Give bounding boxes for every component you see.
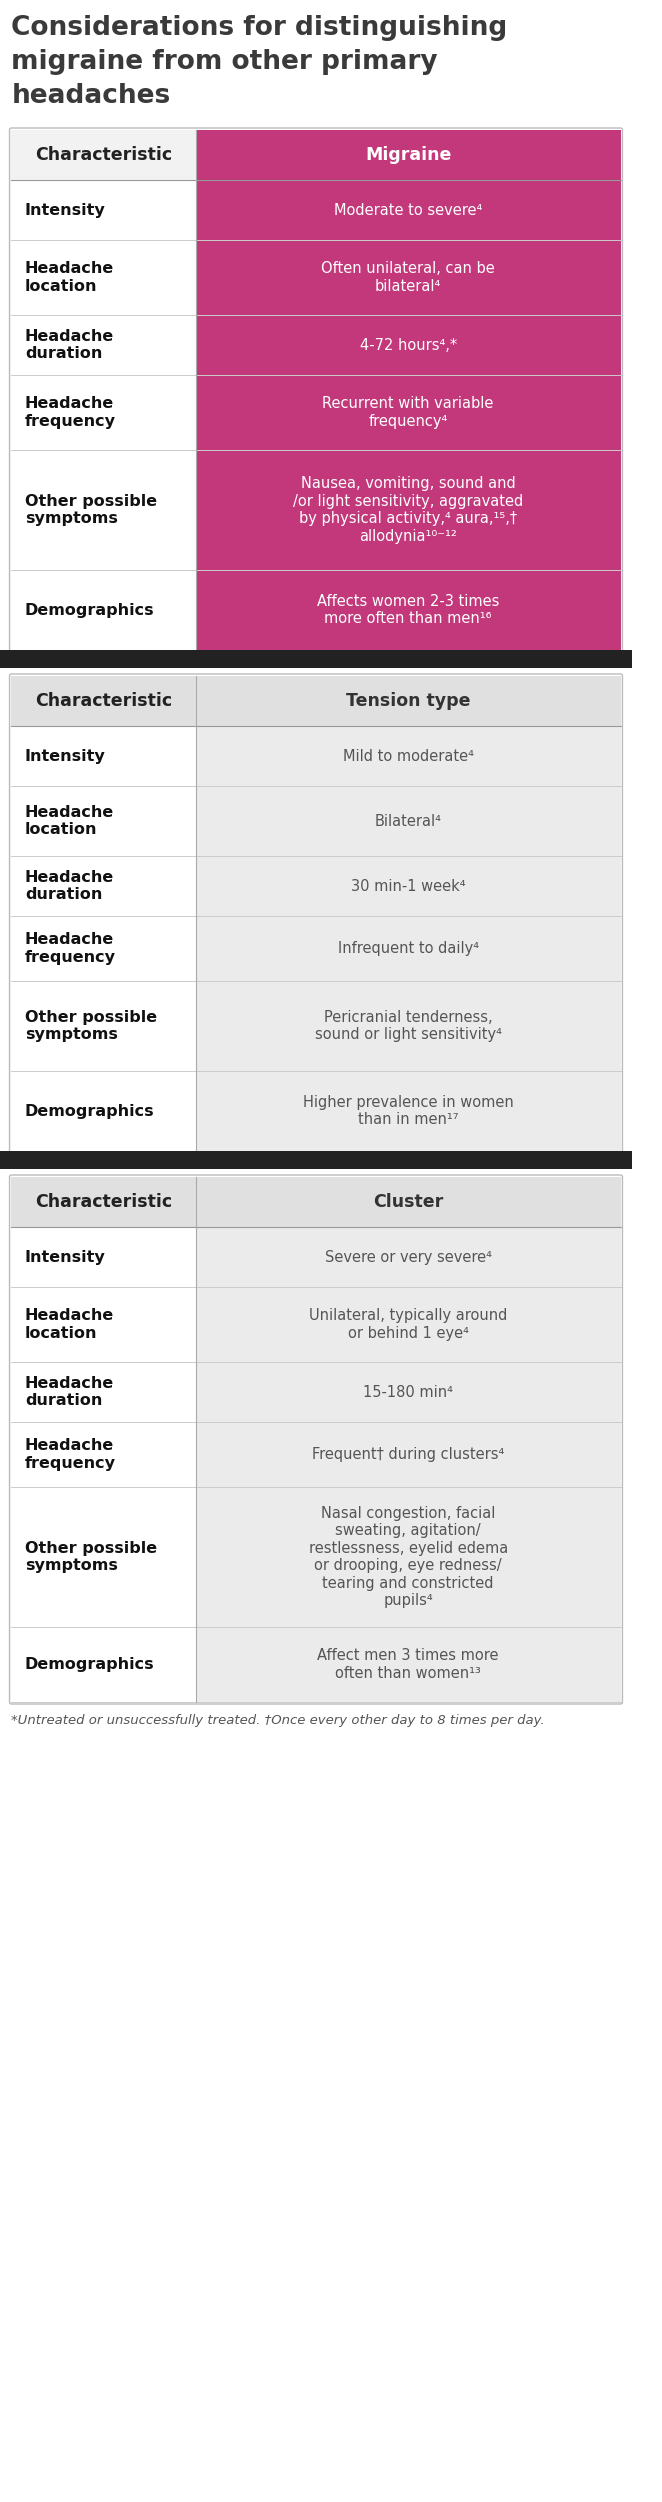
Bar: [11, 981, 196, 1071]
Text: Headache
location: Headache location: [24, 1309, 114, 1341]
Text: Affects women 2-3 times
more often than men¹⁶: Affects women 2-3 times more often than …: [317, 593, 499, 626]
Bar: [11, 240, 196, 315]
Text: Mild to moderate⁴: Mild to moderate⁴: [343, 748, 473, 763]
Bar: [11, 726, 196, 786]
Text: Headache
duration: Headache duration: [24, 1376, 114, 1409]
Text: Intensity: Intensity: [24, 203, 105, 218]
Text: Severe or very severe⁴: Severe or very severe⁴: [324, 1248, 492, 1264]
Bar: [196, 676, 620, 726]
Text: Demographics: Demographics: [24, 603, 154, 618]
Bar: [0, 651, 632, 668]
Bar: [196, 130, 620, 180]
Text: Recurrent with variable
frequency⁴: Recurrent with variable frequency⁴: [322, 395, 494, 428]
Bar: [196, 786, 620, 856]
Text: Intensity: Intensity: [24, 1248, 105, 1264]
Text: Headache
frequency: Headache frequency: [24, 395, 116, 428]
Bar: [11, 1286, 196, 1361]
Text: Moderate to severe⁴: Moderate to severe⁴: [334, 203, 482, 218]
Text: Pericranial tenderness,
sound or light sensitivity⁴: Pericranial tenderness, sound or light s…: [314, 1011, 502, 1043]
Text: Characteristic: Characteristic: [35, 693, 172, 711]
Text: Nausea, vomiting, sound and
/or light sensitivity, aggravated
by physical activi: Nausea, vomiting, sound and /or light se…: [293, 475, 523, 543]
Text: Migraine: Migraine: [365, 145, 451, 165]
Bar: [11, 856, 196, 916]
Text: Characteristic: Characteristic: [35, 1193, 172, 1211]
Bar: [11, 1486, 196, 1626]
Bar: [11, 130, 196, 180]
Text: Infrequent to daily⁴: Infrequent to daily⁴: [338, 941, 479, 956]
Text: *Untreated or unsuccessfully treated. †Once every other day to 8 times per day.: *Untreated or unsuccessfully treated. †O…: [11, 1714, 545, 1726]
Text: Unilateral, typically around
or behind 1 eye⁴: Unilateral, typically around or behind 1…: [309, 1309, 507, 1341]
Text: Headache
location: Headache location: [24, 260, 114, 293]
Bar: [196, 1176, 620, 1226]
Bar: [0, 1151, 632, 1168]
Bar: [196, 981, 620, 1071]
Text: Often unilateral, can be
bilateral⁴: Often unilateral, can be bilateral⁴: [321, 260, 495, 293]
Text: Cluster: Cluster: [373, 1193, 444, 1211]
Text: Intensity: Intensity: [24, 748, 105, 763]
Text: Headache
location: Headache location: [24, 806, 114, 838]
Bar: [11, 180, 196, 240]
Text: Considerations for distinguishing: Considerations for distinguishing: [11, 15, 508, 40]
Text: Nasal congestion, facial
sweating, agitation/
restlessness, eyelid edema
or droo: Nasal congestion, facial sweating, agita…: [308, 1506, 508, 1609]
Bar: [11, 916, 196, 981]
Bar: [11, 450, 196, 570]
Text: Higher prevalence in women
than in men¹⁷: Higher prevalence in women than in men¹⁷: [303, 1096, 514, 1128]
Bar: [196, 570, 620, 651]
Bar: [196, 180, 620, 240]
Text: Bilateral⁴: Bilateral⁴: [375, 813, 442, 828]
Bar: [196, 1071, 620, 1151]
Text: Frequent† during clusters⁴: Frequent† during clusters⁴: [312, 1446, 504, 1461]
Bar: [196, 315, 620, 375]
Text: Headache
frequency: Headache frequency: [24, 933, 116, 966]
Text: 15-180 min⁴: 15-180 min⁴: [363, 1384, 453, 1399]
Bar: [196, 1226, 620, 1286]
Text: Headache
frequency: Headache frequency: [24, 1439, 116, 1471]
Bar: [196, 1421, 620, 1486]
Bar: [11, 676, 196, 726]
Text: Affect men 3 times more
often than women¹³: Affect men 3 times more often than women…: [317, 1649, 499, 1681]
Bar: [11, 1176, 196, 1226]
Text: Other possible
symptoms: Other possible symptoms: [24, 1541, 157, 1574]
Text: 30 min-1 week⁴: 30 min-1 week⁴: [351, 878, 465, 893]
Bar: [11, 315, 196, 375]
Bar: [11, 1626, 196, 1701]
Text: Headache
duration: Headache duration: [24, 871, 114, 903]
Bar: [11, 570, 196, 651]
Bar: [11, 1361, 196, 1421]
Bar: [11, 1226, 196, 1286]
Bar: [196, 726, 620, 786]
Text: Demographics: Demographics: [24, 1103, 154, 1118]
Text: Characteristic: Characteristic: [35, 145, 172, 165]
Text: headaches: headaches: [11, 83, 171, 110]
Bar: [196, 240, 620, 315]
Text: Demographics: Demographics: [24, 1656, 154, 1671]
Text: Headache
duration: Headache duration: [24, 328, 114, 360]
Text: Other possible
symptoms: Other possible symptoms: [24, 493, 157, 525]
Bar: [11, 1071, 196, 1151]
Bar: [196, 1361, 620, 1421]
Text: Tension type: Tension type: [346, 693, 471, 711]
Bar: [11, 375, 196, 450]
Text: migraine from other primary: migraine from other primary: [11, 50, 438, 75]
Text: 4-72 hours⁴,*: 4-72 hours⁴,*: [359, 338, 457, 353]
Bar: [196, 916, 620, 981]
Bar: [196, 450, 620, 570]
Bar: [196, 1286, 620, 1361]
Bar: [196, 375, 620, 450]
Bar: [196, 1626, 620, 1701]
Bar: [196, 856, 620, 916]
Bar: [196, 1486, 620, 1626]
Text: Other possible
symptoms: Other possible symptoms: [24, 1011, 157, 1043]
Bar: [11, 786, 196, 856]
Bar: [11, 1421, 196, 1486]
